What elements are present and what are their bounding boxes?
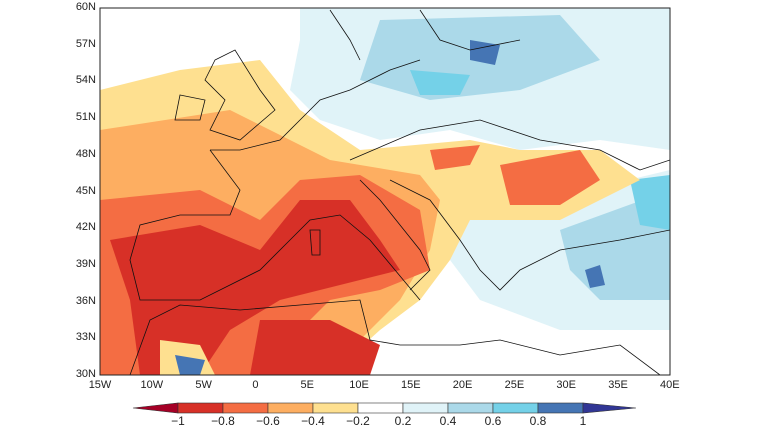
colorbar-upper-extend bbox=[582, 402, 637, 414]
colorbar-tick-label: −1 bbox=[171, 414, 185, 428]
colorbar-tick-label: −0.2 bbox=[346, 414, 370, 428]
colorbar-segment bbox=[447, 402, 494, 414]
lon-tick-label: 0 bbox=[252, 379, 259, 391]
lat-tick-label: 51N bbox=[75, 111, 96, 124]
colorbar-tick-label: 0.4 bbox=[439, 414, 457, 428]
colorbar-segment bbox=[177, 402, 224, 414]
lat-tick-label: 57N bbox=[75, 37, 96, 50]
colorbar-tick-label: 0.6 bbox=[484, 414, 502, 428]
lat-tick-label: 45N bbox=[75, 184, 96, 197]
lon-tick-label: 5E bbox=[300, 379, 314, 391]
lon-tick-label: 20E bbox=[452, 379, 473, 391]
lon-tick-label: 10E bbox=[349, 379, 369, 391]
lon-tick-label: 15W bbox=[88, 379, 112, 391]
lon-tick-label: 40E bbox=[660, 379, 680, 391]
colorbar-segment bbox=[402, 402, 449, 414]
lat-tick-label: 39N bbox=[75, 257, 96, 270]
lat-tick-label: 30N bbox=[75, 368, 96, 380]
colorbar-tick-label: 0.2 bbox=[394, 414, 412, 428]
lat-tick-label: 33N bbox=[75, 331, 96, 344]
colorbar-tick-label: −0.4 bbox=[301, 414, 325, 428]
lon-tick-label: 30E bbox=[556, 379, 576, 391]
lat-tick-label: 48N bbox=[75, 147, 96, 160]
lon-tick-label: 5W bbox=[195, 379, 212, 391]
colorbar-segment bbox=[492, 402, 539, 414]
coastlines bbox=[129, 9, 670, 375]
colorbar bbox=[132, 402, 637, 414]
lon-tick-label: 15E bbox=[401, 379, 421, 391]
colorbar-tick-label: −0.6 bbox=[256, 414, 280, 428]
colorbar-segment bbox=[537, 402, 584, 414]
colorbar-lower-extend bbox=[132, 402, 179, 414]
lon-tick-label: 35E bbox=[608, 379, 628, 391]
lon-tick-label: 25E bbox=[504, 379, 525, 391]
lat-tick-label: 54N bbox=[75, 74, 96, 87]
lat-tick-label: 36N bbox=[75, 294, 96, 307]
colorbar-segment bbox=[312, 402, 359, 414]
map-frame bbox=[99, 7, 671, 376]
colorbar-segment bbox=[357, 402, 404, 414]
colorbar-segment bbox=[222, 402, 269, 414]
lat-tick-label: 42N bbox=[75, 221, 96, 234]
colorbar-segment bbox=[267, 402, 314, 414]
colorbar-tick-label: 0.8 bbox=[529, 414, 547, 428]
colorbar-tick-label: −0.8 bbox=[211, 414, 235, 428]
lat-tick-label: 60N bbox=[75, 1, 96, 13]
shaded-field bbox=[100, 8, 670, 375]
colorbar-tick-label: 1 bbox=[579, 414, 587, 428]
lon-tick-label: 10W bbox=[140, 379, 164, 391]
